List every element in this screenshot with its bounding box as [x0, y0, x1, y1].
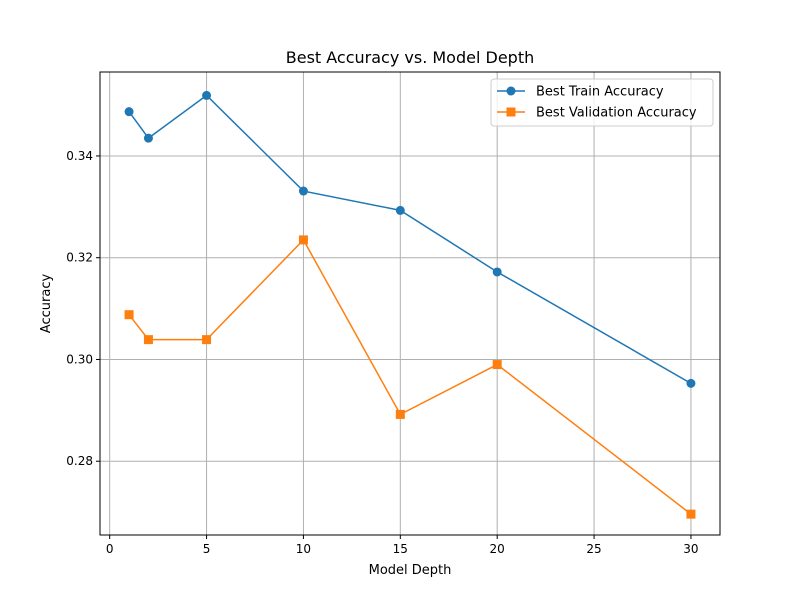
data-point-validation: [686, 509, 696, 519]
y-tick-label: 0.34: [66, 149, 93, 163]
x-tick-label: 5: [203, 542, 211, 556]
axis-ticks: 0 5 10 15 20 25 30 0.28 0.30 0.32 0.34: [66, 149, 698, 556]
series-layer: [124, 90, 696, 519]
y-tick-label: 0.30: [66, 352, 93, 366]
x-tick-label: 10: [296, 542, 311, 556]
y-axis-label: Accuracy: [39, 274, 54, 334]
legend-box: [490, 78, 714, 127]
data-point-train: [686, 378, 696, 388]
data-point-train: [395, 205, 405, 215]
data-point-validation: [124, 310, 134, 320]
data-point-train: [143, 133, 153, 143]
plot-area-frame: [99, 71, 721, 536]
x-tick-label: 0: [106, 542, 114, 556]
data-point-train: [124, 107, 134, 117]
data-point-train: [298, 186, 308, 196]
series-validation: [124, 235, 696, 519]
x-tick-label: 30: [683, 542, 698, 556]
legend-label-validation: Best Validation Accuracy: [536, 106, 697, 121]
x-tick-label: 15: [393, 542, 408, 556]
data-point-validation: [395, 409, 405, 419]
legend-label-train: Best Train Accuracy: [536, 85, 664, 100]
data-point-validation: [202, 335, 212, 345]
legend-item-validation: Best Validation Accuracy: [497, 106, 697, 121]
series-train: [124, 90, 696, 388]
data-point-validation: [143, 335, 153, 345]
data-point-validation: [492, 360, 502, 370]
x-tick-label: 20: [490, 542, 505, 556]
data-point-train: [202, 90, 212, 100]
grid: [100, 72, 720, 535]
y-tick-label: 0.32: [66, 251, 93, 265]
legend-item-train: Best Train Accuracy: [497, 85, 664, 100]
chart-title: Best Accuracy vs. Model Depth: [286, 48, 534, 67]
x-axis-label: Model Depth: [369, 563, 452, 578]
legend-marker-train: [506, 86, 516, 96]
legend-items: Best Train Accuracy Best Validation Accur…: [497, 85, 697, 121]
y-tick-label: 0.28: [66, 454, 93, 468]
data-point-validation: [298, 235, 308, 245]
x-tick-label: 25: [586, 542, 601, 556]
legend: Best Train Accuracy Best Validation Accur…: [490, 78, 714, 127]
data-point-train: [492, 267, 502, 277]
legend-marker-validation: [506, 107, 516, 117]
